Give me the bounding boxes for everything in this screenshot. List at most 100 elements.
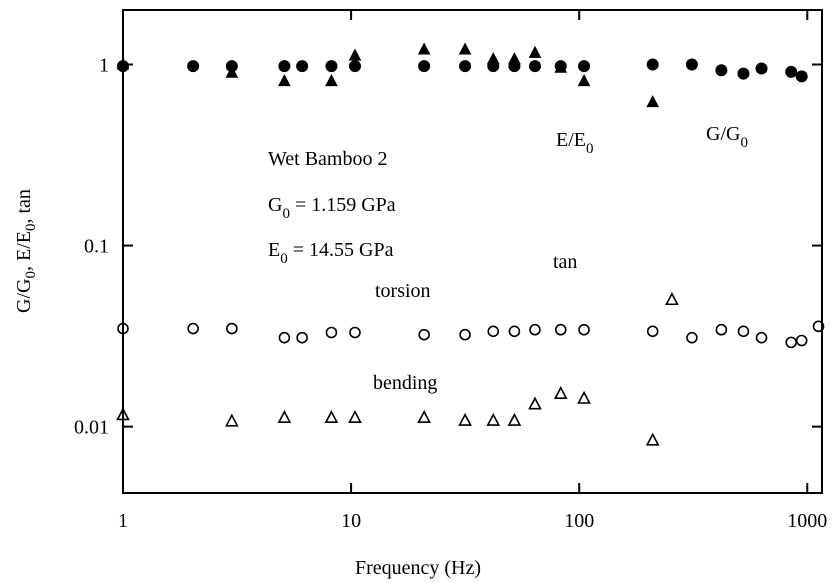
text-part: G/G — [706, 123, 740, 145]
point — [278, 331, 291, 344]
point — [324, 409, 339, 424]
point — [459, 328, 471, 341]
point — [277, 409, 292, 424]
point — [418, 328, 430, 341]
text-part: E — [268, 239, 280, 261]
point — [577, 390, 591, 404]
annotation: E/E0 — [556, 129, 594, 157]
plot-frame — [122, 9, 823, 494]
point — [715, 64, 728, 77]
point — [686, 331, 698, 344]
point — [528, 45, 542, 58]
subscript: 0 — [740, 135, 748, 151]
point — [507, 412, 522, 426]
point — [417, 42, 431, 55]
point — [529, 323, 541, 336]
text-part: G/G — [13, 278, 35, 312]
point — [646, 325, 659, 338]
point — [325, 60, 338, 73]
y-axis-label: G/G0, E/E0, tan — [13, 189, 39, 313]
point — [278, 73, 291, 87]
point — [348, 409, 362, 424]
point — [665, 292, 679, 306]
point — [487, 325, 500, 338]
point — [755, 331, 768, 344]
point — [226, 322, 238, 335]
annotation: torsion — [375, 280, 431, 302]
point — [225, 413, 239, 427]
subscript: 0 — [282, 206, 290, 222]
point — [646, 95, 660, 108]
annotation: Wet Bamboo 2 — [268, 148, 387, 170]
point — [715, 323, 728, 336]
x-tick-label: 100 — [564, 510, 594, 532]
point — [325, 73, 338, 87]
text-part: bending — [373, 372, 437, 394]
y-tick-label: 1 — [99, 55, 109, 77]
annotation: bending — [373, 372, 437, 394]
point — [577, 73, 591, 87]
annotation: tan — [553, 251, 577, 273]
point — [528, 396, 542, 410]
point — [685, 58, 698, 71]
point — [418, 60, 431, 73]
point — [508, 325, 521, 338]
point — [508, 52, 521, 65]
point — [737, 325, 750, 338]
text-part: tan — [553, 251, 577, 273]
point — [486, 412, 501, 426]
point — [459, 60, 472, 73]
point — [795, 70, 808, 83]
point — [348, 48, 362, 61]
x-tick-label: 10 — [341, 510, 361, 532]
point — [325, 326, 338, 339]
point — [417, 409, 431, 424]
point — [755, 62, 768, 75]
annotation: G/G0 — [706, 123, 748, 151]
point — [296, 60, 309, 73]
point — [578, 60, 591, 73]
point — [812, 320, 825, 333]
point — [578, 323, 590, 336]
point — [645, 432, 660, 446]
text-part: = 14.55 GPa — [288, 239, 394, 261]
point — [554, 323, 567, 336]
point — [348, 60, 361, 73]
text-part: E/E — [556, 129, 586, 151]
text-part: torsion — [375, 280, 431, 302]
point — [785, 336, 797, 349]
y-tick-label: 0.1 — [84, 236, 109, 258]
point — [187, 60, 200, 73]
point — [458, 412, 472, 426]
point — [458, 42, 472, 55]
x-tick-label: 1 — [118, 510, 128, 532]
text-part: , tan — [13, 189, 35, 223]
x-axis-label: Frequency (Hz) — [355, 557, 481, 579]
point — [116, 407, 130, 421]
point — [486, 52, 500, 65]
point — [296, 331, 308, 344]
point — [116, 57, 130, 70]
point — [646, 58, 659, 71]
point — [737, 67, 750, 80]
subscript: 0 — [586, 141, 594, 157]
text-part: G — [268, 194, 282, 216]
point — [187, 322, 199, 335]
point — [278, 60, 291, 73]
text-part: Wet Bamboo 2 — [268, 148, 387, 170]
point — [225, 65, 239, 78]
subscript: 0 — [280, 251, 288, 267]
point — [117, 322, 129, 335]
point — [795, 334, 808, 347]
y-tick-label: 0.01 — [74, 417, 109, 439]
x-tick-label: 1000 — [787, 510, 827, 532]
annotation: E0 = 14.55 GPa — [268, 239, 394, 267]
text-part: = 1.159 GPa — [290, 194, 396, 216]
text-part: , E/E — [13, 231, 35, 271]
point — [349, 326, 361, 339]
point — [553, 385, 568, 400]
point — [785, 65, 798, 78]
point — [528, 60, 541, 73]
subscript: 0 — [23, 271, 39, 279]
